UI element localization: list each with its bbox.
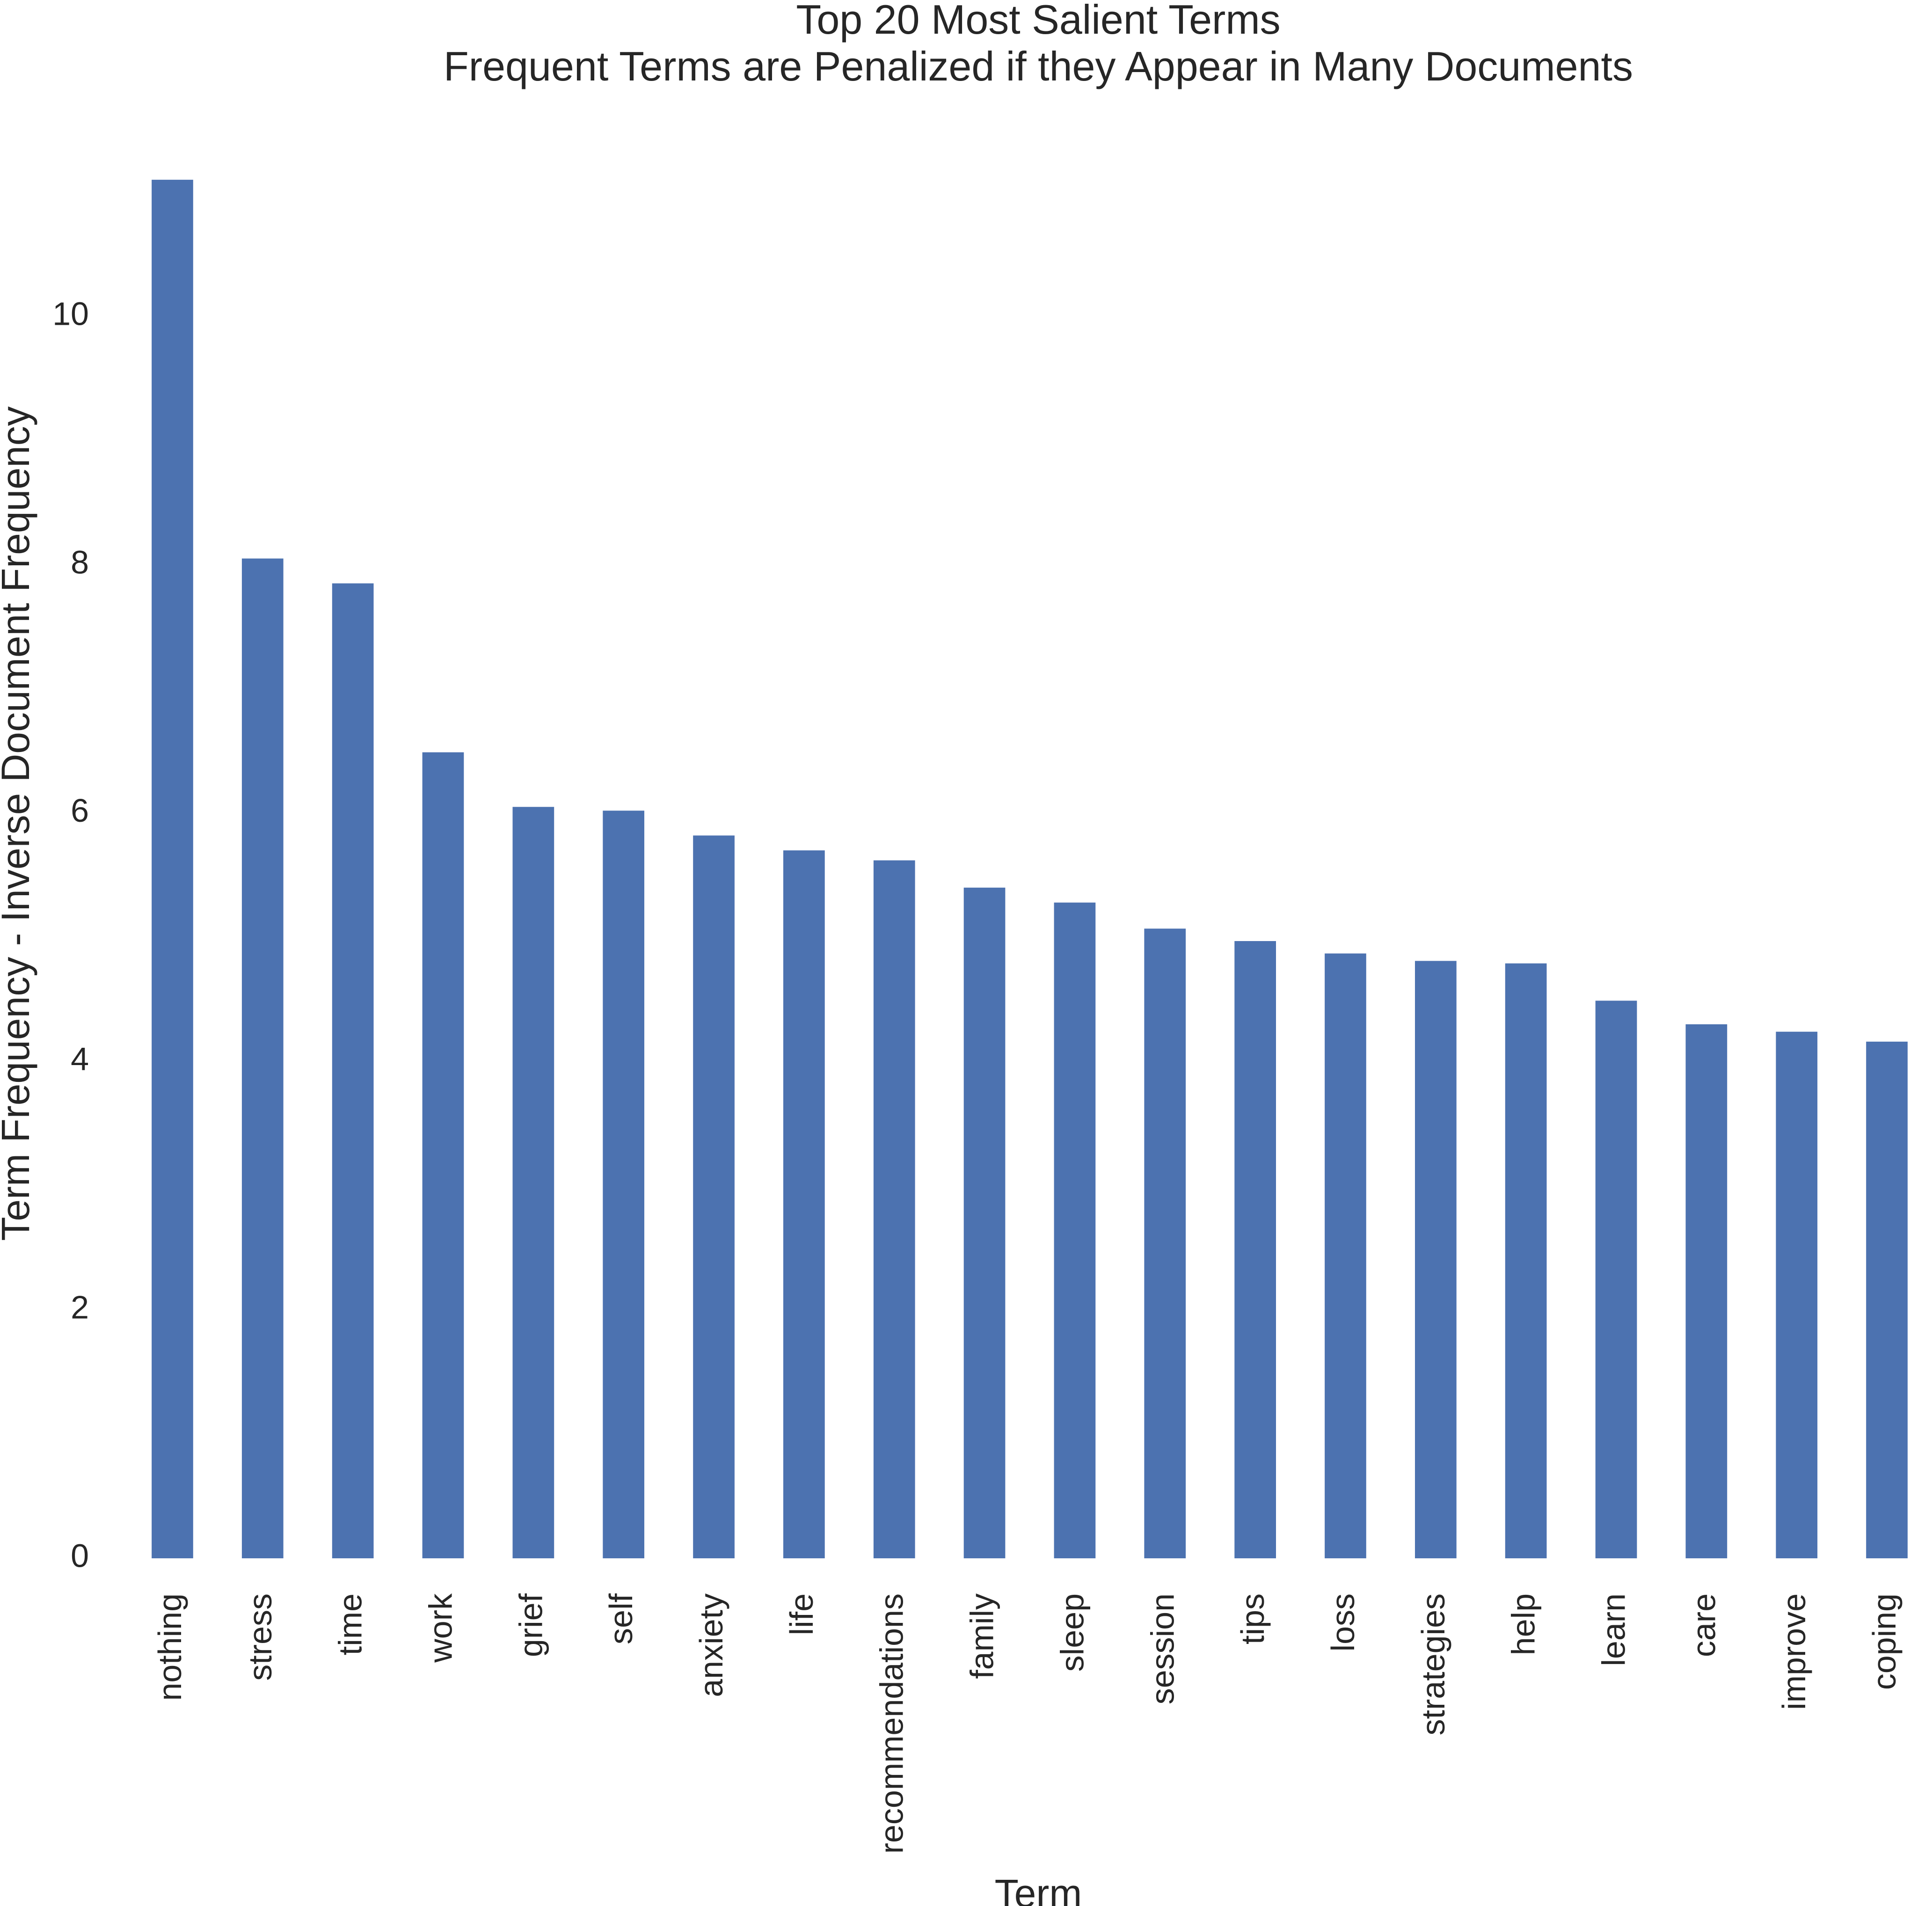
x-tick-label-learn: learn: [1595, 1593, 1632, 1666]
x-tick-label-help: help: [1505, 1593, 1542, 1655]
chart-title: Top 20 Most Salient Terms: [796, 0, 1280, 43]
y-tick-label-0: 0: [71, 1537, 89, 1574]
bar-loss: [1325, 953, 1366, 1558]
bars-group: [152, 180, 1908, 1558]
bar-learn: [1595, 1000, 1637, 1558]
x-tick-label-care: care: [1685, 1593, 1722, 1657]
x-tick-label-anxiety: anxiety: [693, 1593, 729, 1697]
x-tick-label-sleep: sleep: [1054, 1593, 1090, 1672]
x-tick-label-loss: loss: [1325, 1593, 1361, 1651]
bar-grief: [512, 807, 554, 1558]
bar-session: [1144, 928, 1186, 1558]
bar-sleep: [1054, 902, 1096, 1558]
bar-care: [1685, 1024, 1728, 1558]
x-tick-label-self: self: [603, 1593, 639, 1644]
x-tick-label-work: work: [422, 1593, 459, 1663]
bar-recommendations: [873, 860, 915, 1558]
bar-time: [332, 583, 374, 1558]
bar-self: [603, 811, 644, 1558]
y-tick-label-6: 6: [71, 792, 89, 829]
x-tick-label-coping: coping: [1866, 1593, 1903, 1690]
bar-family: [963, 887, 1006, 1558]
x-tick-label-family: family: [964, 1593, 1000, 1679]
y-tick-label-10: 10: [52, 295, 89, 332]
bar-coping: [1866, 1041, 1908, 1558]
x-tick-label-improve: improve: [1776, 1593, 1812, 1710]
x-tick-label-nothing: nothing: [152, 1593, 188, 1701]
bar-work: [422, 752, 464, 1558]
x-tick-label-recommendations: recommendations: [874, 1593, 910, 1854]
y-axis-label: Term Frequency - Inverse Document Freque…: [0, 406, 37, 1241]
bar-strategies: [1415, 961, 1457, 1558]
x-tick-label-tips: tips: [1234, 1593, 1271, 1644]
chart-subtitle: Frequent Terms are Penalized if they App…: [444, 43, 1633, 89]
bar-life: [783, 850, 825, 1558]
x-tick-label-time: time: [332, 1593, 369, 1655]
x-axis-label: Term: [995, 1871, 1082, 1906]
bar-anxiety: [693, 835, 735, 1558]
x-ticks-group: nothing stress time work grief self anxiety lif…: [152, 1593, 1903, 1854]
y-tick-label-4: 4: [71, 1041, 89, 1077]
y-ticks-group: 0 2 4 6 8 10: [52, 295, 89, 1574]
x-tick-label-session: session: [1144, 1593, 1181, 1704]
bar-nothing: [152, 180, 193, 1558]
bar-tips: [1234, 941, 1276, 1558]
bar-improve: [1776, 1031, 1818, 1558]
y-tick-label-2: 2: [71, 1289, 89, 1326]
x-tick-label-stress: stress: [242, 1593, 278, 1681]
bar-stress: [241, 558, 284, 1558]
y-tick-label-8: 8: [71, 544, 89, 580]
x-tick-label-strategies: strategies: [1415, 1593, 1451, 1735]
bar-help: [1505, 963, 1547, 1558]
x-tick-label-life: life: [783, 1593, 820, 1635]
x-tick-label-grief: grief: [512, 1593, 549, 1657]
